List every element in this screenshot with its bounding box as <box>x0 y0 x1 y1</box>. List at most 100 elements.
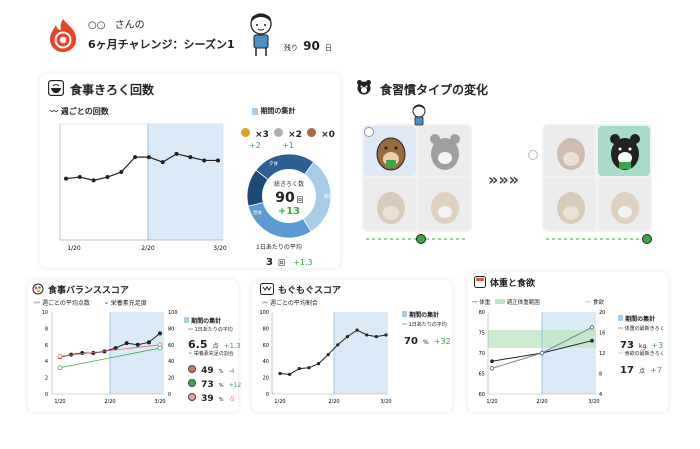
balance-data-point <box>157 345 163 351</box>
meal-donut-chart: 総きろく数 90 回 +13 夕食 朝食 昼食 <box>246 153 333 239</box>
dots-track-before <box>362 234 472 244</box>
appetite-legend-icon: 〰 <box>618 351 624 357</box>
meal-bowl-icon <box>48 80 64 96</box>
balance-title: 食事バランススコア <box>48 286 129 296</box>
mogu-data-point <box>297 366 301 371</box>
silver-medal-icon <box>274 128 284 137</box>
gold-medal-icon <box>241 128 251 137</box>
bronze-medal: ×0 <box>304 122 338 141</box>
line-legend-icon: 〰 <box>618 326 624 332</box>
balance-avg-value: 6.5 <box>188 338 208 351</box>
mogu-ytick: 80 <box>263 326 269 332</box>
period-marker-icon <box>184 317 189 323</box>
meal-data-point <box>216 158 220 163</box>
weight-latest-value: 73 <box>620 340 634 351</box>
meal-data-point <box>77 175 82 180</box>
mogu-avg-value: 70 <box>404 336 418 347</box>
appetite-data-point <box>539 350 545 356</box>
remaining-box: 残り 90 日 <box>232 13 332 57</box>
habit-cell <box>418 178 470 230</box>
habit-type-title: 食習慣タイプの変化 <box>380 83 489 97</box>
donut-label-breakfast: 朝食 <box>324 193 333 200</box>
meal-record-title: 食事きろく回数 <box>70 83 155 97</box>
mogu-ytick: 60 <box>263 343 269 349</box>
appetite-latest-row: 17 点 +7 <box>620 365 662 376</box>
habit-grid-before <box>362 124 472 232</box>
progress-marker-icon <box>642 234 652 244</box>
line-legend-icon: 〰 <box>402 322 408 328</box>
balance-ytick-left: 0 <box>45 392 48 398</box>
period-marker-icon <box>252 107 258 115</box>
weight-latest-label: 〰 体重の最新きろく <box>618 326 665 332</box>
silver-medal: ×2 +1 <box>271 122 305 150</box>
weight-ytick-left: 75 <box>479 331 485 337</box>
balance-data-point <box>91 351 96 356</box>
character-faded-icon <box>431 192 459 224</box>
mogu-legend: 〰 週ごとの平均割合 <box>262 300 318 307</box>
weight-ytick-right: 20 <box>599 310 605 316</box>
balance-period-label: 期間の集計 <box>184 316 221 325</box>
donut-center-label: 総きろく数 <box>274 180 304 188</box>
grain-icon <box>188 392 196 401</box>
mogu-title: もぐもぐスコア <box>278 286 342 296</box>
mogu-xtick-0: 1/20 <box>274 399 285 405</box>
line-legend-icon: 〰 <box>472 300 478 306</box>
donut-total-delta: +13 <box>278 206 300 217</box>
meal-xtick-0: 1/20 <box>67 245 81 252</box>
habit-cell <box>544 126 596 176</box>
weight-panel: 体重と食欲 〰 体重 適正体重範囲 〰 食欲 80 20 75 16 70 12 65 8 60… <box>468 272 668 412</box>
appetite-legend-icon: 〰 <box>585 300 592 306</box>
balance-ytick-right: 20 <box>168 376 174 382</box>
line-legend-icon: 〰 <box>50 107 58 116</box>
nutrient-label: ⚭ 栄養素充足の割合 <box>188 351 234 357</box>
character-faded-icon <box>377 192 405 224</box>
mogu-xtick-2: 3/20 <box>380 399 391 405</box>
balance-ytick-right: 80 <box>168 326 174 332</box>
balance-xtick-2: 3/20 <box>154 399 165 405</box>
remaining-label: 残り <box>284 44 298 52</box>
balance-ytick-right: 40 <box>168 359 174 365</box>
weight-ytick-right: 4 <box>599 392 602 398</box>
meal-record-panel: 食事きろく回数 〰 週ごとの回数 1/20 2/20 3/20 期間の集計 ×3… <box>40 74 340 268</box>
user-name: ○○ <box>88 20 106 31</box>
balance-xtick-1: 2/20 <box>104 399 115 405</box>
balance-ytick-left: 4 <box>45 359 48 365</box>
balance-xtick-0: 1/20 <box>54 399 65 405</box>
balance-data-point <box>57 353 63 359</box>
avg-delta: +1.3 <box>293 258 313 267</box>
balance-ytick-left: 8 <box>45 326 48 332</box>
balance-avg-label: 〰 1日あたりの平均 <box>188 327 233 333</box>
period-marker-icon <box>402 311 407 317</box>
header: ○○ さんの 6ヶ月チャレンジ：シーズン1 <box>40 12 340 58</box>
mogu-avg-label: 〰 1日あたりの平均 <box>402 322 447 328</box>
gold-medal: ×3 +2 <box>238 122 272 150</box>
medals-row: ×3 +2 ×2 +1 ×0 <box>238 122 338 150</box>
range-legend-icon <box>495 299 506 304</box>
gold-delta: +2 <box>249 141 261 150</box>
line-legend-icon: 〰 <box>34 300 41 307</box>
bear-character-icon <box>610 134 640 170</box>
challenge-title: 6ヶ月チャレンジ：シーズン1 <box>88 38 235 51</box>
mogu-data-point <box>345 335 350 339</box>
mogu-avg-row: 70 % +32 <box>404 336 451 347</box>
meal-data-point <box>105 175 110 180</box>
avatar-icon <box>250 13 272 56</box>
donut-label-lunch: 昼食 <box>253 209 262 216</box>
nutrient-row: 49 % -4 <box>188 358 235 377</box>
plate-icon <box>364 127 374 137</box>
weight-line-chart: 80 20 75 16 70 12 65 8 60 4 1/20 2/20 3/20 <box>479 310 606 405</box>
balance-data-point <box>146 340 151 345</box>
remaining-days: 90 <box>303 39 320 53</box>
mogu-ytick: 20 <box>263 376 269 382</box>
mogu-panel: もぐもぐスコア 〰 週ごとの平均割合 100 80 60 40 20 0 1/20 2/2… <box>252 280 452 412</box>
days-unit: 日 <box>324 44 332 52</box>
balance-data-point <box>157 331 162 336</box>
mogu-data-point <box>278 371 282 376</box>
weight-xtick-0: 1/20 <box>486 399 497 405</box>
appetite-data-point <box>589 325 595 330</box>
mogu-data-point <box>365 333 369 337</box>
beaver-character-faded-icon <box>557 138 585 170</box>
balance-series-line <box>59 344 161 357</box>
bronze-medal-icon <box>307 128 317 137</box>
line-legend-icon: 〰 <box>188 327 194 333</box>
